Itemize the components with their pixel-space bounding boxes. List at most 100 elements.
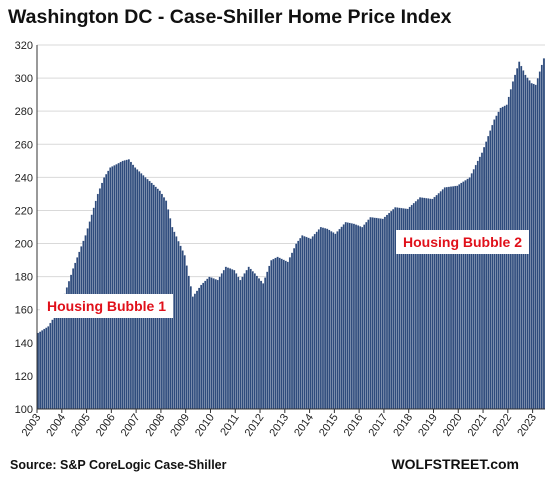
bar (121, 160, 124, 410)
bar (375, 217, 378, 410)
bar (427, 198, 430, 410)
bar (350, 223, 354, 410)
bar (222, 269, 226, 410)
bar (313, 233, 316, 410)
bar (433, 196, 436, 410)
bar (348, 222, 352, 410)
bar (53, 316, 56, 410)
bar (456, 185, 459, 410)
bar (503, 105, 506, 410)
bar (47, 326, 50, 410)
annotation-box (396, 230, 529, 254)
bar (144, 176, 147, 410)
bar (538, 71, 541, 410)
bar (216, 279, 219, 410)
bar (451, 186, 455, 410)
bar (365, 221, 368, 410)
bar (49, 322, 52, 410)
x-tick-label: 2020 (441, 412, 465, 439)
bar (371, 217, 374, 410)
bar (288, 257, 292, 410)
bar (82, 240, 85, 410)
bar (484, 141, 488, 410)
bar (367, 219, 370, 410)
bar (449, 186, 453, 410)
bar (57, 309, 60, 410)
bar (140, 173, 143, 410)
bar (38, 331, 42, 410)
x-tick-label: 2017 (367, 412, 391, 439)
bar (204, 280, 207, 410)
bar (454, 185, 457, 410)
bar (470, 173, 473, 410)
bar (292, 247, 296, 410)
bar (228, 268, 232, 410)
bar (340, 226, 343, 410)
bar (177, 240, 180, 410)
bar (482, 146, 486, 410)
bar (359, 226, 362, 410)
bar (441, 189, 444, 410)
bar (185, 265, 188, 410)
bar (338, 228, 341, 410)
bar (480, 152, 484, 410)
bar (542, 58, 546, 410)
bar (142, 175, 145, 410)
bar (332, 232, 335, 410)
bar (45, 327, 48, 410)
y-tick-label: 180 (15, 272, 33, 284)
bar (200, 284, 203, 410)
bar (131, 164, 135, 410)
x-tick-label: 2015 (317, 412, 341, 439)
bar (179, 245, 182, 410)
bar (389, 210, 393, 410)
bar (282, 259, 285, 410)
bar (334, 233, 337, 410)
bar (458, 184, 461, 410)
bar (383, 216, 387, 410)
bar (385, 214, 389, 410)
bar (540, 64, 544, 410)
bar (80, 246, 83, 410)
y-tick-label: 280 (15, 106, 33, 118)
bar (107, 170, 110, 410)
bar (354, 224, 358, 410)
bar (369, 216, 372, 410)
bar (420, 197, 424, 410)
bar (71, 268, 75, 410)
bar (361, 226, 364, 410)
x-tick-label: 2019 (416, 412, 440, 439)
y-tick-label: 100 (15, 404, 33, 416)
bar (534, 84, 537, 410)
bar (181, 250, 184, 410)
bar (299, 237, 302, 410)
bar (212, 278, 215, 410)
bar (261, 283, 265, 410)
bar (478, 156, 482, 410)
bar (472, 168, 475, 410)
source-note: Source: S&P CoreLogic Case-Shiller (10, 458, 227, 472)
bar (135, 169, 139, 410)
bar (241, 276, 244, 410)
bar (425, 197, 428, 410)
bar (210, 277, 213, 410)
bar (220, 273, 223, 410)
bar (278, 257, 281, 410)
bar (330, 231, 333, 410)
bar (102, 177, 106, 410)
bar (435, 194, 438, 410)
bar (493, 119, 496, 410)
bar (379, 218, 382, 410)
bar (305, 236, 308, 410)
bar (474, 164, 477, 410)
bar (466, 178, 469, 410)
x-tick-label: 2023 (515, 412, 539, 439)
bar (321, 227, 325, 410)
y-tick-label: 200 (15, 239, 33, 251)
bar (76, 257, 79, 410)
x-tick-label: 2022 (490, 412, 514, 439)
bar (530, 82, 533, 410)
y-tick-label: 160 (15, 305, 33, 317)
chart-title: Washington DC - Case-Shiller Home Price … (8, 6, 452, 28)
bar (259, 280, 263, 410)
